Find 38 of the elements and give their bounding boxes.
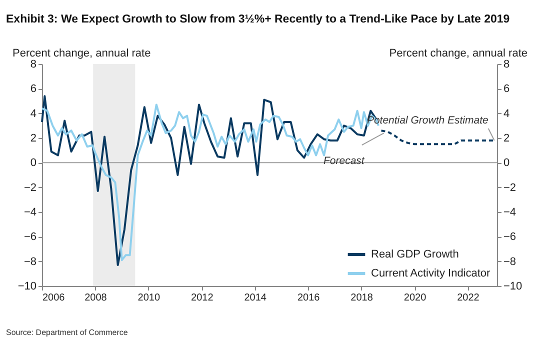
x-tick-label: 2006 <box>42 292 66 304</box>
y2-tick-label: 6 <box>504 83 510 96</box>
y2-tick-label: −4 <box>504 206 516 218</box>
y2-tick-label: 4 <box>504 108 510 120</box>
line-series <box>380 130 496 146</box>
x-tick-label: 2022 <box>457 292 480 304</box>
y-tick-label: −10 <box>18 280 36 292</box>
x-tick-label: 2008 <box>84 292 108 304</box>
y2-tick-label: −10 <box>504 280 522 292</box>
y2-tick-label: 0 <box>504 157 510 170</box>
chart-title: Exhibit 3: We Expect Growth to Slow from 3½%+ Recently to a Trend-Like Pace by Late 2019 <box>6 14 510 26</box>
y-axis-title: Percent change, annual rate <box>12 48 151 60</box>
x-tick-label: 2010 <box>138 292 160 304</box>
y-tick-label: 8 <box>30 58 36 70</box>
annotation: Forecast <box>323 155 366 168</box>
y-tick-label: 2 <box>30 132 36 144</box>
y2-tick-label: −8 <box>504 256 516 268</box>
y-tick-label: 6 <box>30 83 36 96</box>
annotation: Potential Growth Estimate <box>366 114 488 126</box>
x-tick-label: 2020 <box>404 292 427 304</box>
x-tick-label: 2018 <box>350 292 374 304</box>
legend-label: Real GDP Growth <box>371 248 459 260</box>
y-tick-label: −8 <box>24 256 36 268</box>
y-tick-label: 0 <box>30 157 36 170</box>
y-tick-label: −4 <box>24 206 36 218</box>
y-tick-label: −2 <box>24 182 36 194</box>
source-note: Source: Department of Commerce <box>6 328 128 337</box>
x-tick-label: 2016 <box>297 292 320 304</box>
x-tick-label: 2012 <box>191 292 214 304</box>
y2-tick-label: 2 <box>504 132 510 144</box>
y2-tick-label: −6 <box>504 231 516 244</box>
y-tick-label: −6 <box>24 231 36 244</box>
legend-label: Current Activity Indicator <box>371 268 491 280</box>
y-tick-label: 4 <box>30 108 36 120</box>
x-tick-label: 2014 <box>244 292 267 304</box>
y2-axis-title: Percent change, annual rate <box>389 48 528 60</box>
y2-tick-label: 8 <box>504 58 510 70</box>
y2-tick-label: −2 <box>504 182 516 194</box>
